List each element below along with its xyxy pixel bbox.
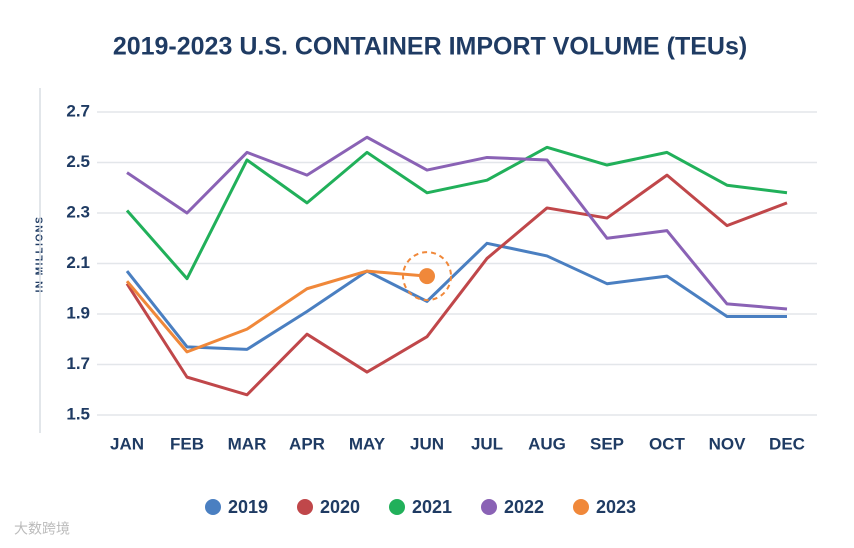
y-tick-label: 1.7: [66, 354, 90, 373]
y-tick-label: 1.9: [66, 303, 90, 322]
legend-label: 2020: [320, 497, 360, 517]
series-line: [126, 135, 788, 311]
series-line: [125, 173, 788, 397]
x-tick-label: NOV: [709, 434, 747, 453]
legend-label: 2022: [504, 497, 544, 517]
series-line: [125, 145, 788, 281]
x-tick-label: FEB: [170, 434, 204, 453]
x-tick-label: APR: [289, 434, 325, 453]
legend-swatch: [481, 499, 497, 515]
point: [419, 268, 435, 285]
series-line: [125, 241, 787, 351]
x-tick-label: AUG: [528, 434, 566, 453]
x-tick-label: JUL: [471, 434, 503, 453]
watermark: 大数跨境: [14, 521, 70, 537]
legend-swatch: [389, 499, 405, 515]
x-tick-label: MAY: [349, 434, 386, 453]
x-tick-label: OCT: [649, 434, 686, 453]
x-tick-label: JUN: [410, 434, 444, 453]
x-tick-label: MAR: [228, 434, 267, 453]
x-tick-label: JAN: [110, 434, 144, 453]
legend-swatch: [573, 499, 589, 515]
legend-swatch: [297, 499, 313, 515]
y-tick-label: 1.5: [66, 404, 90, 423]
legend-label: 2019: [228, 497, 268, 517]
legend-label: 2021: [412, 497, 452, 517]
legend-swatch: [205, 499, 221, 515]
y-tick-label: 2.5: [66, 152, 90, 171]
highlight-ring: [402, 251, 452, 302]
series-line: [125, 269, 428, 354]
x-tick-label: DEC: [769, 434, 805, 453]
chart-title: 2019-2023 U.S. CONTAINER IMPORT VOLUME (…: [113, 33, 747, 61]
y-tick-label: 2.7: [66, 101, 90, 120]
legend-label: 2023: [596, 497, 636, 517]
x-tick-label: SEP: [590, 434, 624, 453]
y-tick-label: 2.3: [66, 202, 90, 221]
y-tick-label: 2.1: [66, 253, 90, 272]
